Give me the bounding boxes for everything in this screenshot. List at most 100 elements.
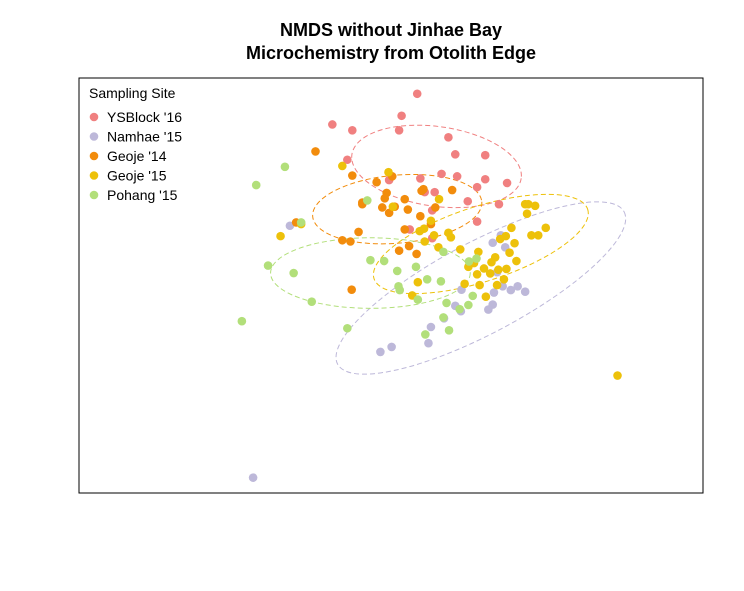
legend-label-ysblock-16: YSBlock '16: [107, 109, 182, 125]
legend-marker-pohang-15: [89, 190, 99, 200]
point-geoje-14: [380, 194, 390, 203]
legend-marker-namhae-15: [89, 132, 99, 141]
point-geoje-15: [520, 199, 530, 209]
point-geoje-15: [338, 161, 347, 171]
point-geoje-14: [347, 285, 356, 294]
point-namhae-15: [248, 473, 258, 482]
legend-label-pohang-15: Pohang '15: [107, 187, 178, 203]
legend-marker-geoje-15: [89, 171, 99, 180]
point-ysblock-16: [394, 125, 404, 135]
point-geoje-15: [495, 234, 505, 244]
point-geoje-14: [447, 185, 457, 195]
point-pohang-15: [444, 326, 454, 335]
point-geoje-15: [494, 265, 503, 275]
point-ysblock-16: [480, 150, 490, 160]
ellipse-geoje-15: [372, 193, 589, 295]
point-geoje-15: [505, 248, 514, 258]
point-pohang-15: [439, 247, 448, 257]
legend-label-geoje-14: Geoje '14: [107, 148, 167, 164]
point-geoje-14: [372, 177, 381, 187]
point-pohang-15: [464, 300, 473, 310]
ellipse-pohang-15: [270, 237, 471, 309]
point-pohang-15: [307, 297, 317, 306]
point-namhae-15: [506, 285, 516, 295]
point-namhae-15: [513, 282, 522, 291]
point-geoje-14: [346, 237, 355, 246]
point-geoje-15: [510, 238, 519, 248]
point-pohang-15: [442, 298, 451, 308]
point-pohang-15: [411, 262, 421, 272]
point-geoje-15: [475, 280, 484, 290]
point-pohang-15: [436, 277, 446, 286]
point-geoje-14: [412, 249, 421, 259]
ellipse-ysblock-16: [351, 124, 522, 209]
point-geoje-15: [502, 264, 511, 274]
point-pohang-15: [472, 254, 481, 263]
plot-frame: [78, 77, 704, 494]
legend-marker-ysblock-16: [89, 112, 99, 122]
point-ysblock-16: [463, 196, 473, 206]
point-geoje-15: [507, 223, 516, 233]
point-pohang-15: [296, 218, 306, 227]
point-ysblock-16: [343, 155, 352, 165]
point-geoje-15: [474, 247, 483, 257]
point-pohang-15: [421, 330, 430, 339]
point-geoje-15: [499, 274, 509, 284]
series-geoje-15: [276, 161, 622, 380]
chart-title-line-1: NMDS without Jinhae Bay: [280, 20, 502, 40]
legend-title: Sampling Site: [89, 85, 176, 101]
point-geoje-15: [415, 226, 425, 236]
point-geoje-14: [416, 211, 425, 221]
point-geoje-14: [431, 203, 440, 212]
point-geoje-15: [455, 245, 465, 254]
point-geoje-15: [426, 216, 436, 226]
chart-title-line-2: Microchemistry from Otolith Edge: [246, 43, 536, 63]
series-pohang-15: [237, 162, 481, 339]
point-namhae-15: [387, 342, 396, 352]
point-geoje-15: [384, 167, 393, 177]
point-pohang-15: [362, 196, 372, 205]
point-pohang-15: [413, 295, 423, 304]
point-pohang-15: [455, 304, 464, 314]
point-ysblock-16: [328, 120, 337, 129]
point-geoje-15: [460, 279, 469, 289]
point-pohang-15: [379, 256, 389, 266]
point-geoje-14: [400, 225, 410, 234]
point-ysblock-16: [472, 182, 482, 192]
point-geoje-14: [417, 186, 426, 196]
point-geoje-14: [348, 171, 357, 180]
point-namhae-15: [424, 338, 433, 348]
series-geoje-14: [291, 147, 457, 294]
point-geoje-15: [527, 230, 536, 240]
point-geoje-15: [485, 269, 495, 278]
point-pohang-15: [280, 162, 290, 172]
point-geoje-15: [434, 194, 444, 204]
point-geoje-15: [512, 256, 521, 266]
point-geoje-14: [394, 246, 404, 255]
point-pohang-15: [395, 285, 405, 295]
point-geoje-15: [613, 371, 622, 380]
point-pohang-15: [366, 255, 375, 265]
legend-marker-geoje-14: [89, 151, 99, 161]
point-pohang-15: [343, 323, 352, 333]
legend: Sampling Site YSBlock '16 Namhae '15 Geoje…: [89, 85, 182, 203]
point-pohang-15: [263, 261, 273, 270]
point-namhae-15: [488, 238, 498, 248]
point-geoje-14: [404, 241, 414, 251]
series-ysblock-16: [328, 89, 512, 243]
point-pohang-15: [237, 316, 247, 326]
point-ysblock-16: [480, 174, 490, 184]
legend-label-geoje-15: Geoje '15: [107, 168, 167, 184]
point-pohang-15: [251, 180, 261, 190]
point-pohang-15: [422, 274, 432, 284]
point-ysblock-16: [494, 199, 504, 209]
point-ysblock-16: [450, 150, 460, 159]
point-geoje-15: [429, 230, 439, 240]
point-ysblock-16: [416, 174, 425, 183]
point-geoje-14: [354, 227, 363, 237]
point-namhae-15: [489, 288, 499, 297]
point-geoje-15: [413, 277, 423, 287]
point-geoje-15: [492, 280, 502, 290]
point-ysblock-16: [430, 187, 439, 197]
